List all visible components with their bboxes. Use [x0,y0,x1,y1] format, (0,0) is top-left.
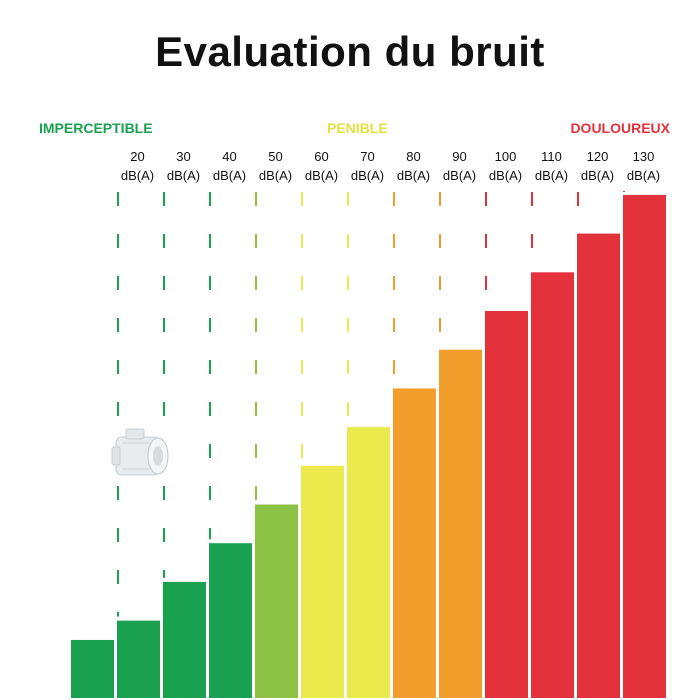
tick-value-label: 130 [633,149,655,164]
tick-value-label: 100 [495,149,517,164]
tick-value-label: 90 [452,149,466,164]
ventilation-fan-icon [111,428,169,476]
tick-labels: 20 dB(A) 30 dB(A) 40 dB(A) 50 dB(A) 60 dB(A) 70 dB(… [121,149,660,183]
tick-unit-label: dB(A) [213,168,246,183]
zone-label-douloureux: DOULOUREUX [570,120,670,136]
tick-unit-label: dB(A) [397,168,430,183]
tick-unit-label: dB(A) [121,168,154,183]
tick-unit-label: dB(A) [305,168,338,183]
tick-value-label: 60 [314,149,328,164]
bar-60 [301,465,344,698]
bar-90 [439,349,482,698]
tick-value-label: 120 [587,149,609,164]
bar-40 [209,543,252,698]
zone-label-imperceptible: IMPERCEPTIBLE [39,120,153,136]
tick-value-label: 110 [541,149,562,164]
bar-30 [163,581,206,698]
bar-50 [255,504,298,698]
bar-100 [485,311,528,698]
tick-value-label: 20 [130,149,144,164]
bar-80 [393,388,436,698]
bar-base [71,639,114,698]
tick-unit-label: dB(A) [581,168,614,183]
tick-value-label: 40 [222,149,236,164]
tick-unit-label: dB(A) [167,168,200,183]
bar-70 [347,427,390,698]
chart-title: Evaluation du bruit [155,28,545,75]
tick-value-label: 70 [360,149,374,164]
bar-120 [577,233,620,698]
tick-unit-label: dB(A) [443,168,476,183]
bar-110 [531,272,574,698]
tick-value-label: 50 [268,149,282,164]
bar-20 [117,620,160,698]
tick-unit-label: dB(A) [627,168,660,183]
tick-value-label: 30 [176,149,190,164]
tick-unit-label: dB(A) [489,168,522,183]
zone-label-penible: PENIBLE [327,120,388,136]
bars [71,194,666,698]
tick-unit-label: dB(A) [535,168,568,183]
grid-lines [117,190,625,617]
bar-130 [623,194,666,698]
tick-unit-label: dB(A) [351,168,384,183]
tick-unit-label: dB(A) [259,168,292,183]
tick-value-label: 80 [406,149,420,164]
